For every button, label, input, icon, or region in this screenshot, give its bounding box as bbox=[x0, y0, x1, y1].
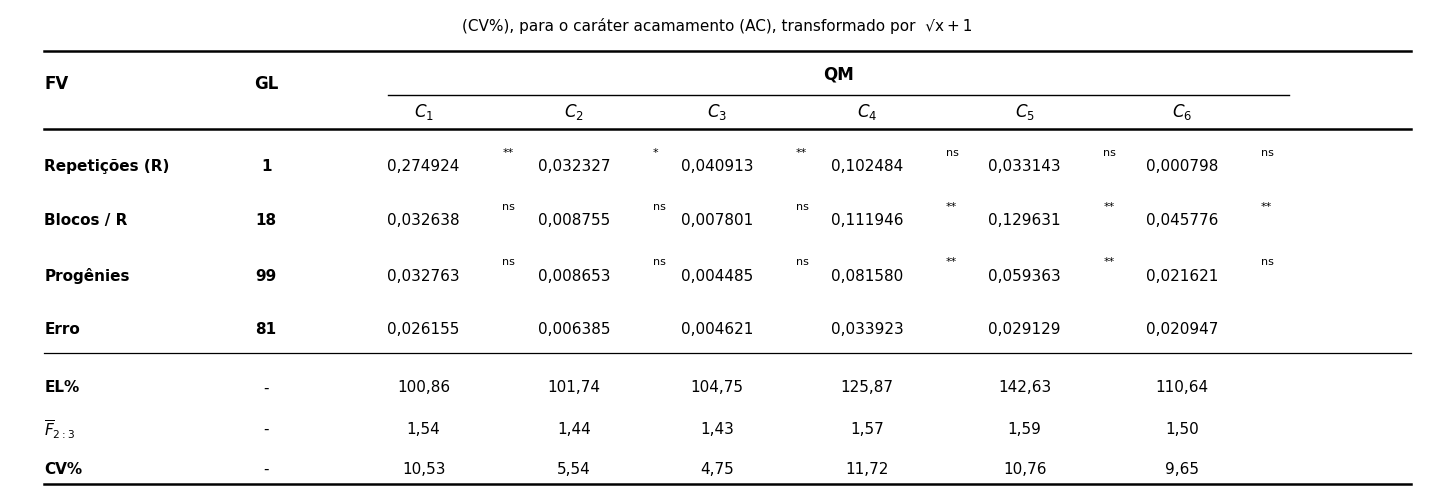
Text: 0,026155: 0,026155 bbox=[387, 322, 460, 336]
Text: EL%: EL% bbox=[44, 380, 79, 395]
Text: -: - bbox=[264, 380, 270, 395]
Text: 0,004621: 0,004621 bbox=[681, 322, 753, 336]
Text: 0,007801: 0,007801 bbox=[681, 212, 753, 227]
Text: 1,54: 1,54 bbox=[407, 421, 440, 436]
Text: 104,75: 104,75 bbox=[691, 380, 743, 395]
Text: 1,57: 1,57 bbox=[850, 421, 885, 436]
Text: 0,032638: 0,032638 bbox=[387, 212, 460, 227]
Text: 99: 99 bbox=[255, 268, 277, 283]
Text: 1: 1 bbox=[261, 159, 271, 174]
Text: **: ** bbox=[796, 148, 807, 158]
Text: ns: ns bbox=[652, 201, 665, 211]
Text: 0,111946: 0,111946 bbox=[832, 212, 903, 227]
Text: ns: ns bbox=[1103, 148, 1116, 158]
Text: ns: ns bbox=[946, 148, 959, 158]
Text: 18: 18 bbox=[255, 212, 277, 227]
Text: 0,102484: 0,102484 bbox=[832, 159, 903, 174]
Text: ns: ns bbox=[652, 257, 665, 267]
Text: ns: ns bbox=[796, 257, 809, 267]
Text: 0,059363: 0,059363 bbox=[988, 268, 1061, 283]
Text: 81: 81 bbox=[255, 322, 277, 336]
Text: ns: ns bbox=[502, 201, 515, 211]
Text: 142,63: 142,63 bbox=[998, 380, 1051, 395]
Text: 10,53: 10,53 bbox=[402, 461, 446, 476]
Text: 101,74: 101,74 bbox=[548, 380, 601, 395]
Text: 0,006385: 0,006385 bbox=[538, 322, 609, 336]
Text: 1,44: 1,44 bbox=[556, 421, 591, 436]
Text: 0,021621: 0,021621 bbox=[1146, 268, 1219, 283]
Text: 0,029129: 0,029129 bbox=[988, 322, 1061, 336]
Text: 0,008653: 0,008653 bbox=[538, 268, 609, 283]
Text: 100,86: 100,86 bbox=[397, 380, 450, 395]
Text: -: - bbox=[264, 421, 270, 436]
Text: QM: QM bbox=[823, 65, 855, 83]
Text: 110,64: 110,64 bbox=[1156, 380, 1209, 395]
Text: 0,000798: 0,000798 bbox=[1146, 159, 1219, 174]
Text: 5,54: 5,54 bbox=[556, 461, 591, 476]
Text: 1,43: 1,43 bbox=[700, 421, 734, 436]
Text: **: ** bbox=[502, 148, 513, 158]
Text: 1,50: 1,50 bbox=[1166, 421, 1199, 436]
Text: (CV%), para o caráter acamamento (AC), transformado por  √x + 1: (CV%), para o caráter acamamento (AC), t… bbox=[462, 19, 972, 34]
Text: **: ** bbox=[1260, 201, 1272, 211]
Text: Erro: Erro bbox=[44, 322, 80, 336]
Text: 0,129631: 0,129631 bbox=[988, 212, 1061, 227]
Text: 9,65: 9,65 bbox=[1166, 461, 1199, 476]
Text: 125,87: 125,87 bbox=[840, 380, 893, 395]
Text: 11,72: 11,72 bbox=[846, 461, 889, 476]
Text: 0,274924: 0,274924 bbox=[387, 159, 460, 174]
Text: $\mathit{C_4}$: $\mathit{C_4}$ bbox=[858, 102, 878, 122]
Text: 0,045776: 0,045776 bbox=[1146, 212, 1219, 227]
Text: 0,020947: 0,020947 bbox=[1146, 322, 1219, 336]
Text: **: ** bbox=[1103, 257, 1114, 267]
Text: 1,59: 1,59 bbox=[1008, 421, 1041, 436]
Text: 4,75: 4,75 bbox=[700, 461, 734, 476]
Text: ns: ns bbox=[502, 257, 515, 267]
Text: Repetições (R): Repetições (R) bbox=[44, 159, 169, 174]
Text: Blocos / R: Blocos / R bbox=[44, 212, 128, 227]
Text: ns: ns bbox=[1260, 148, 1273, 158]
Text: $\mathit{C_1}$: $\mathit{C_1}$ bbox=[413, 102, 433, 122]
Text: 0,032763: 0,032763 bbox=[387, 268, 460, 283]
Text: 0,008755: 0,008755 bbox=[538, 212, 609, 227]
Text: 0,033143: 0,033143 bbox=[988, 159, 1061, 174]
Text: **: ** bbox=[1103, 201, 1114, 211]
Text: -: - bbox=[264, 461, 270, 476]
Text: CV%: CV% bbox=[44, 461, 82, 476]
Text: $\mathit{C_6}$: $\mathit{C_6}$ bbox=[1172, 102, 1192, 122]
Text: GL: GL bbox=[254, 75, 278, 93]
Text: $\mathit{C_2}$: $\mathit{C_2}$ bbox=[564, 102, 584, 122]
Text: **: ** bbox=[946, 257, 958, 267]
Text: ns: ns bbox=[796, 201, 809, 211]
Text: $\mathit{C_5}$: $\mathit{C_5}$ bbox=[1015, 102, 1035, 122]
Text: 0,032327: 0,032327 bbox=[538, 159, 609, 174]
Text: **: ** bbox=[946, 201, 958, 211]
Text: 10,76: 10,76 bbox=[1002, 461, 1047, 476]
Text: ns: ns bbox=[1260, 257, 1273, 267]
Text: *: * bbox=[652, 148, 658, 158]
Text: Progênies: Progênies bbox=[44, 267, 130, 284]
Text: $\overline{F}_{2:3}$: $\overline{F}_{2:3}$ bbox=[44, 417, 76, 440]
Text: 0,040913: 0,040913 bbox=[681, 159, 753, 174]
Text: 0,033923: 0,033923 bbox=[830, 322, 903, 336]
Text: 0,081580: 0,081580 bbox=[832, 268, 903, 283]
Text: $\mathit{C_3}$: $\mathit{C_3}$ bbox=[707, 102, 727, 122]
Text: 0,004485: 0,004485 bbox=[681, 268, 753, 283]
Text: FV: FV bbox=[44, 75, 69, 93]
